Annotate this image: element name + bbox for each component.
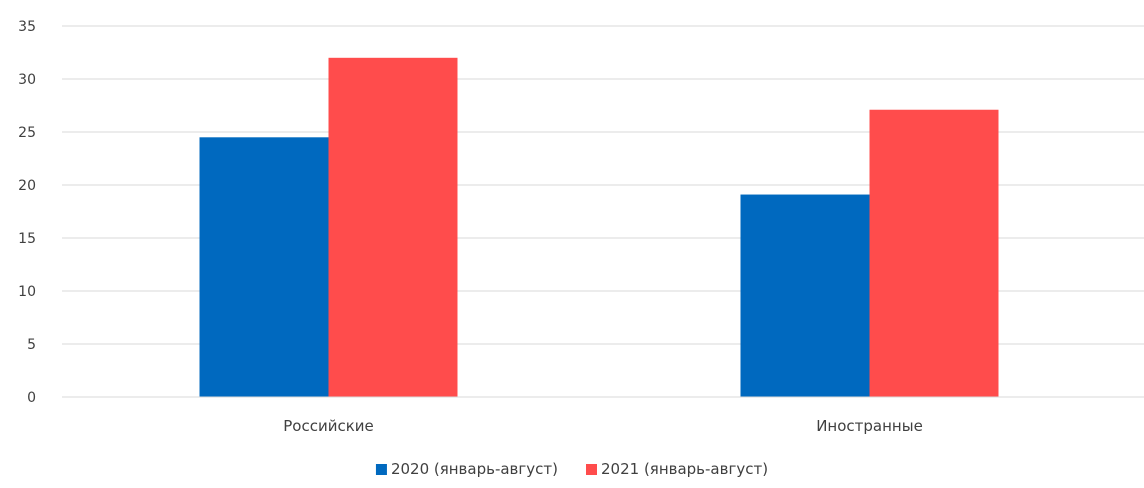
x-category-label: Иностранные <box>816 417 923 435</box>
legend-label: 2021 (январь-август) <box>601 460 768 478</box>
x-category-label: Российские <box>283 417 374 435</box>
x-axis-categories: Российские Иностранные <box>283 417 923 435</box>
bar-series-2020-1 <box>740 194 870 397</box>
legend: 2020 (январь-август) 2021 (январь-август) <box>375 460 768 478</box>
y-tick-label: 0 <box>27 390 36 406</box>
y-tick-label: 5 <box>27 337 36 353</box>
y-tick-label: 30 <box>18 72 36 88</box>
y-tick-label: 10 <box>18 284 36 300</box>
y-tick-label: 25 <box>18 125 36 141</box>
bar-series-2021-0 <box>328 57 458 398</box>
legend-swatch <box>375 464 387 475</box>
bar-series-2020-0 <box>199 137 329 398</box>
legend-item: 2020 (январь-август) <box>375 460 558 478</box>
bars <box>199 57 999 398</box>
legend-item: 2021 (январь-август) <box>586 460 768 478</box>
y-axis-ticks: 0 5 10 15 20 25 30 35 <box>18 19 36 406</box>
legend-swatch <box>586 464 597 475</box>
y-tick-label: 15 <box>18 231 36 247</box>
y-tick-label: 20 <box>18 178 36 194</box>
legend-label: 2020 (январь-август) <box>391 460 558 478</box>
y-tick-label: 35 <box>18 19 36 35</box>
bar-series-2021-1 <box>869 109 999 398</box>
